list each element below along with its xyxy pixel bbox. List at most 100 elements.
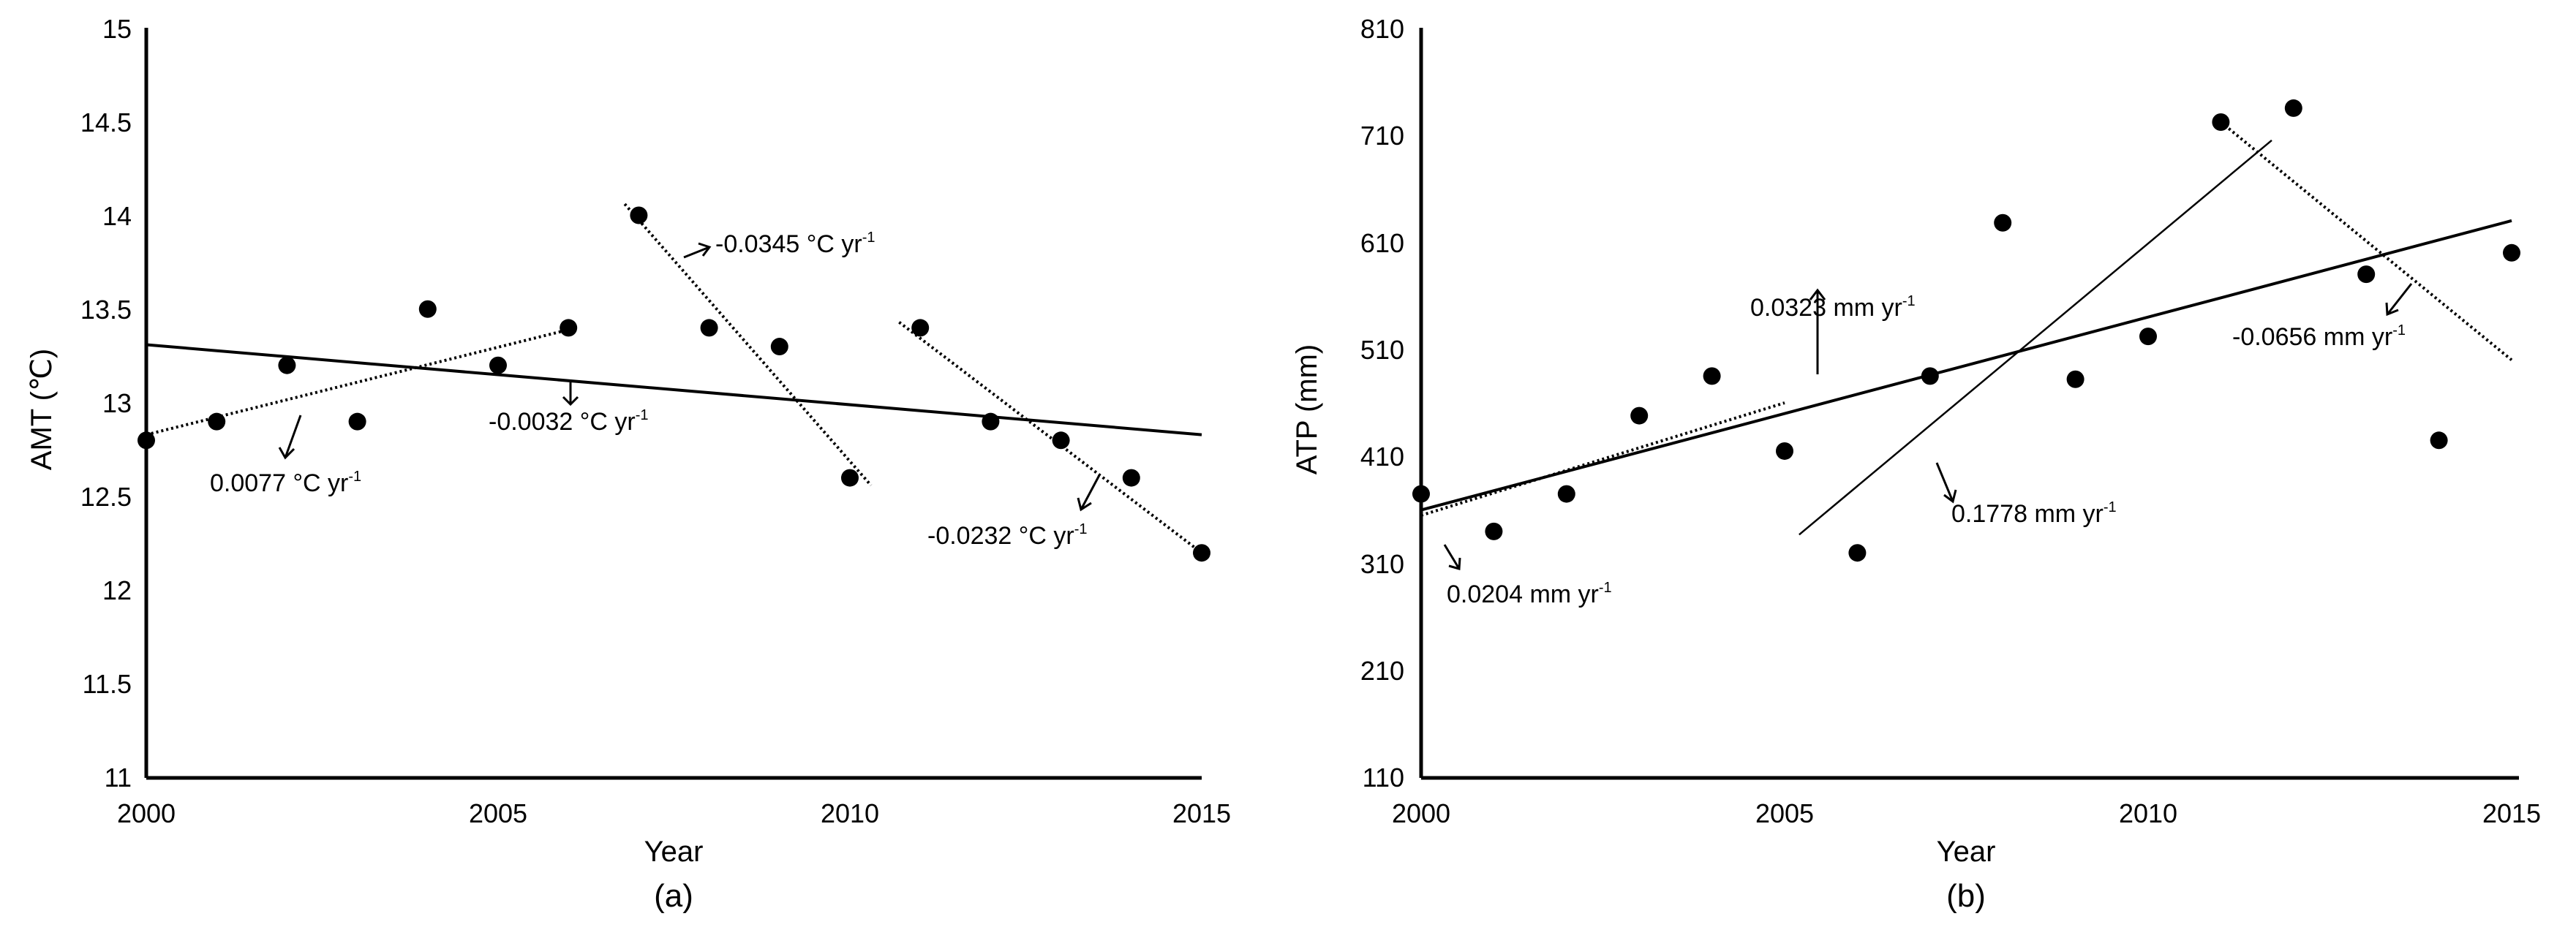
trend-label-sup: -1 bbox=[348, 469, 361, 485]
data-point bbox=[2284, 99, 2302, 117]
trend-label-sup: -1 bbox=[1599, 580, 1612, 596]
trend-label-sup: -1 bbox=[2392, 322, 2406, 338]
y-tick-label: 11.5 bbox=[83, 669, 132, 699]
data-point bbox=[418, 300, 437, 318]
data-points-b bbox=[1412, 99, 2520, 562]
data-point bbox=[700, 319, 718, 337]
svg-text:-0.0232 °C yr-1: -0.0232 °C yr-1 bbox=[927, 521, 1087, 550]
trend-label-text: -0.0345 °C yr bbox=[715, 230, 862, 258]
x-tick-label: 2000 bbox=[1392, 798, 1450, 828]
trend-label-sup: -1 bbox=[636, 407, 649, 423]
data-point bbox=[982, 412, 1000, 431]
data-point bbox=[1994, 213, 2012, 232]
y-tick-label: 14.5 bbox=[80, 107, 132, 137]
data-point bbox=[1557, 485, 1575, 503]
x-tick-label: 2005 bbox=[469, 798, 527, 828]
data-point bbox=[1776, 442, 1793, 460]
y-tick-label: 810 bbox=[1360, 14, 1404, 44]
y-axis-title-b: ATP (mm) bbox=[1291, 344, 1323, 475]
y-tick-label: 15 bbox=[102, 14, 132, 44]
svg-text:0.0323 mm yr-1: 0.0323 mm yr-1 bbox=[1750, 293, 1916, 322]
y-tick-label: 11 bbox=[105, 763, 132, 793]
data-point bbox=[2503, 243, 2520, 262]
data-point bbox=[208, 412, 226, 431]
svg-text:0.1778 mm yr-1: 0.1778 mm yr-1 bbox=[1951, 499, 2117, 528]
y-axis-ticks-b: 110 210 310 410 510 610 710 810 bbox=[1360, 14, 1404, 793]
x-axis-title-a: Year bbox=[644, 836, 704, 868]
data-point bbox=[1193, 544, 1210, 562]
trend-label-text: -0.0232 °C yr bbox=[927, 522, 1074, 550]
y-tick-label: 13.5 bbox=[80, 295, 132, 325]
y-tick-label: 510 bbox=[1360, 335, 1404, 365]
data-point bbox=[2430, 431, 2448, 450]
data-point bbox=[1630, 406, 1649, 425]
trend-label-b-2011-2015: -0.0656 mm yr-1 bbox=[2232, 283, 2413, 351]
trend-label-text: 0.0204 mm yr bbox=[1447, 580, 1599, 608]
x-tick-label: 2015 bbox=[2482, 798, 2541, 828]
data-point bbox=[841, 469, 859, 487]
trend-label-a-2007-2010: -0.0345 °C yr-1 bbox=[683, 230, 875, 259]
svg-text:0.0077 °C yr-1: 0.0077 °C yr-1 bbox=[210, 469, 361, 497]
trend-label-sup: -1 bbox=[862, 230, 875, 246]
y-tick-label: 210 bbox=[1360, 656, 1404, 686]
x-tick-label: 2010 bbox=[821, 798, 879, 828]
data-point bbox=[1848, 544, 1867, 562]
data-point bbox=[348, 412, 366, 431]
svg-text:-0.0345 °C yr-1: -0.0345 °C yr-1 bbox=[715, 230, 875, 258]
y-tick-label: 14 bbox=[102, 201, 132, 231]
trend-line-3 bbox=[2220, 121, 2513, 361]
trend-label-text: -0.0032 °C yr bbox=[489, 408, 636, 436]
x-tick-label: 2000 bbox=[117, 798, 176, 828]
y-tick-label: 610 bbox=[1360, 228, 1404, 258]
data-points-a bbox=[138, 206, 1210, 562]
data-point bbox=[1122, 469, 1140, 487]
y-axis-ticks-a: 11 11.5 12 12.5 13 13.5 14 14.5 15 bbox=[80, 14, 132, 793]
trend-label-sup: -1 bbox=[1074, 521, 1088, 537]
trend-line-3 bbox=[898, 321, 1203, 554]
y-tick-label: 13 bbox=[102, 388, 132, 418]
trend-line-0 bbox=[1420, 219, 2512, 512]
panel-label-a: (a) bbox=[654, 878, 693, 914]
data-point bbox=[2357, 265, 2376, 284]
chart-panel-b: 110 210 310 410 510 610 710 810 2000 200… bbox=[1291, 14, 2541, 914]
svg-text:0.0204 mm yr-1: 0.0204 mm yr-1 bbox=[1447, 580, 1612, 608]
x-axis-title-b: Year bbox=[1937, 836, 1996, 868]
data-point bbox=[911, 319, 930, 337]
trend-label-text: 0.1778 mm yr bbox=[1951, 500, 2104, 528]
data-point bbox=[2212, 113, 2230, 131]
data-point bbox=[1052, 431, 1070, 450]
data-point bbox=[770, 338, 788, 356]
y-tick-label: 12 bbox=[102, 575, 132, 605]
svg-text:-0.0032 °C yr-1: -0.0032 °C yr-1 bbox=[489, 407, 648, 436]
trend-label-a-overall: -0.0032 °C yr-1 bbox=[489, 382, 648, 436]
trend-line-2 bbox=[623, 203, 873, 487]
data-point bbox=[1921, 367, 1939, 385]
x-tick-label: 2010 bbox=[2119, 798, 2177, 828]
data-point bbox=[489, 356, 507, 374]
x-tick-label: 2005 bbox=[1755, 798, 1814, 828]
y-tick-label: 310 bbox=[1360, 549, 1404, 579]
trend-line-2 bbox=[1799, 139, 2272, 536]
trend-label-sup: -1 bbox=[2104, 499, 2117, 515]
data-point bbox=[560, 319, 578, 337]
trend-label-sup: -1 bbox=[1902, 293, 1916, 309]
svg-text:-0.0656 mm yr-1: -0.0656 mm yr-1 bbox=[2232, 322, 2406, 351]
x-tick-label: 2015 bbox=[1172, 798, 1231, 828]
trend-label-text: 0.0077 °C yr bbox=[210, 469, 348, 497]
trend-line-1 bbox=[1420, 401, 1785, 517]
trend-label-b-2000-2005: 0.0204 mm yr-1 bbox=[1443, 544, 1612, 608]
trend-line-0 bbox=[146, 343, 1202, 436]
y-tick-label: 410 bbox=[1360, 442, 1404, 472]
data-point bbox=[630, 206, 648, 224]
trend-lines-b bbox=[1420, 121, 2513, 536]
data-point bbox=[2066, 370, 2084, 388]
y-axis-title-a: AMT (℃) bbox=[26, 349, 58, 470]
chart-panel-a: 11 11.5 12 12.5 13 13.5 14 14.5 15 2000 … bbox=[26, 14, 1231, 914]
trend-label-a-2000-2006: 0.0077 °C yr-1 bbox=[210, 415, 361, 497]
trend-label-b-2005-2011: 0.1778 mm yr-1 bbox=[1935, 462, 2117, 528]
y-tick-label: 710 bbox=[1360, 121, 1404, 151]
panel-label-b: (b) bbox=[1946, 878, 1986, 914]
data-point bbox=[278, 356, 296, 374]
data-point bbox=[1703, 367, 1721, 385]
